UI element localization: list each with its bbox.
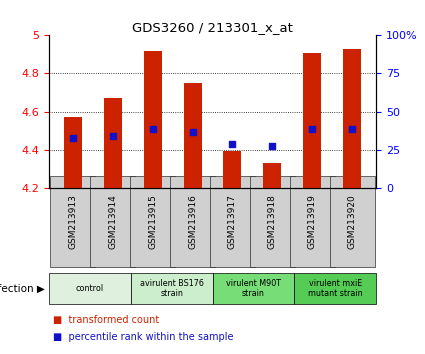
Point <box>149 126 156 131</box>
Point <box>309 126 316 131</box>
Text: ■  percentile rank within the sample: ■ percentile rank within the sample <box>53 332 234 342</box>
Text: ■  transformed count: ■ transformed count <box>53 315 159 325</box>
Bar <box>303 52 321 188</box>
Bar <box>264 163 281 188</box>
Text: virulent mxiE
mutant strain: virulent mxiE mutant strain <box>308 279 363 298</box>
Bar <box>224 152 241 188</box>
Bar <box>184 83 201 188</box>
Text: infection ▶: infection ▶ <box>0 284 45 293</box>
Point <box>269 143 276 149</box>
Text: control: control <box>76 284 104 293</box>
Bar <box>64 117 82 188</box>
Bar <box>144 51 162 188</box>
Text: avirulent BS176
strain: avirulent BS176 strain <box>140 279 204 298</box>
Point <box>109 133 116 139</box>
Point <box>69 135 76 141</box>
Text: virulent M90T
strain: virulent M90T strain <box>226 279 281 298</box>
Bar <box>343 49 361 188</box>
Title: GDS3260 / 213301_x_at: GDS3260 / 213301_x_at <box>132 21 293 34</box>
Point <box>229 141 236 147</box>
Point <box>189 130 196 135</box>
Bar <box>104 98 122 188</box>
Point <box>349 126 356 131</box>
